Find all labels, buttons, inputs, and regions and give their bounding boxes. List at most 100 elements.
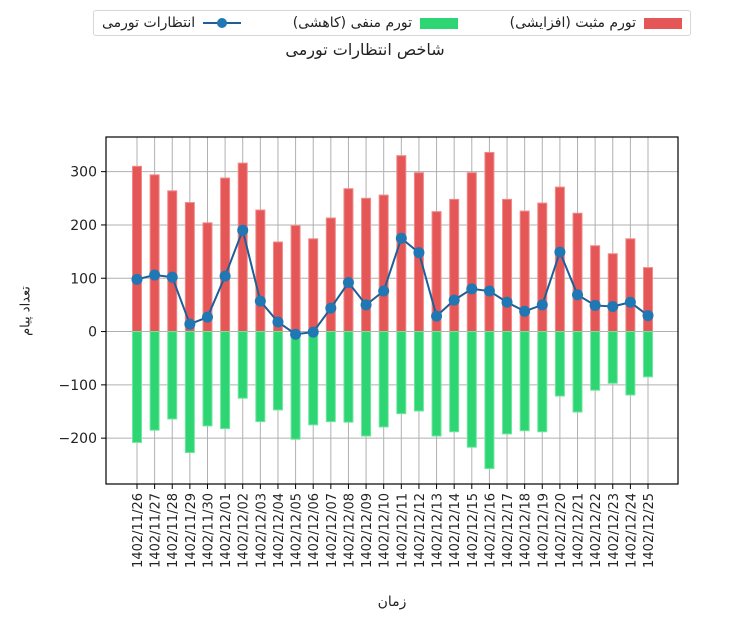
x-tick-label: 1402/12/07: [325, 493, 340, 568]
negative-bar: [272, 331, 283, 411]
positive-bar: [290, 224, 301, 333]
negative-bar: [625, 331, 636, 396]
negative-bar: [449, 331, 460, 433]
x-tick-label: 1402/12/24: [624, 493, 639, 568]
y-axis-label: تعداد پیام: [18, 286, 34, 336]
line-marker: [589, 299, 601, 311]
x-tick-label: 1402/12/17: [501, 493, 516, 568]
x-tick-label: 1402/12/25: [642, 493, 657, 568]
negative-bar: [361, 331, 372, 437]
x-tick-label: 1402/12/11: [395, 493, 410, 568]
x-tick-label: 1402/12/09: [360, 493, 375, 568]
line-marker-icon: [203, 17, 242, 29]
positive-bar: [502, 198, 513, 333]
negative-swatch-icon: [420, 17, 459, 29]
y-tick-label: 200: [70, 218, 97, 234]
negative-bar: [413, 331, 424, 412]
positive-bar: [537, 202, 548, 333]
line-marker: [501, 296, 513, 308]
negative-bar: [308, 331, 319, 426]
x-axis-label: زمان: [377, 594, 407, 610]
line-marker: [642, 310, 654, 322]
x-tick-label: 1402/11/29: [184, 493, 199, 568]
negative-bar: [378, 331, 389, 428]
negative-bar: [149, 331, 160, 431]
x-tick-label: 1402/12/03: [254, 493, 269, 568]
expectations-line: [136, 226, 649, 336]
line-marker: [272, 316, 284, 328]
y-tick-label: 300: [70, 165, 97, 181]
line-marker: [201, 311, 213, 323]
negative-bar: [607, 331, 618, 384]
negative-bar: [431, 331, 442, 437]
negative-bar: [466, 331, 477, 448]
positive-bar: [361, 197, 372, 333]
line-marker: [378, 285, 390, 297]
negative-bar: [255, 331, 266, 423]
negative-bar: [396, 331, 407, 415]
legend-item-expectations: انتظارات تورمی: [102, 15, 242, 31]
line-marker: [237, 224, 249, 236]
positive-bar: [325, 217, 336, 333]
line-marker: [342, 277, 354, 289]
line-marker: [166, 271, 178, 283]
negative-bar: [220, 331, 231, 430]
line-marker: [184, 318, 196, 330]
positive-swatch-icon: [643, 17, 682, 29]
positive-bar: [184, 202, 195, 333]
line-marker: [360, 299, 372, 311]
x-tick-label: 1402/12/14: [448, 493, 463, 568]
line-marker: [413, 247, 425, 259]
positive-bar: [378, 194, 389, 333]
line-marker: [325, 302, 337, 314]
legend-label-expectations: انتظارات تورمی: [102, 15, 196, 31]
line-marker: [572, 289, 584, 301]
plot-frame: [105, 136, 679, 485]
negative-bar: [643, 331, 653, 378]
x-tick-label: 1402/12/20: [554, 493, 569, 568]
positive-bar: [220, 177, 231, 333]
line-markers: [131, 224, 654, 340]
negative-bar: [184, 331, 195, 454]
line-marker: [607, 301, 619, 313]
x-tick-label: 1402/12/16: [483, 493, 498, 568]
x-tick-label: 1402/12/01: [219, 493, 234, 568]
negative-bar: [290, 331, 301, 440]
positive-bar: [167, 190, 178, 333]
positive-bar: [466, 172, 477, 333]
line-marker: [519, 305, 531, 317]
x-tick-label: 1402/12/04: [272, 493, 287, 568]
positive-bar: [449, 198, 460, 333]
x-tick-label: 1402/12/15: [466, 493, 481, 568]
legend-label-positive: تورم مثبت (افزایشی): [509, 15, 636, 31]
y-tick-label: 0: [88, 325, 97, 341]
x-tick-label: 1402/12/12: [413, 493, 428, 568]
x-tick-label: 1402/11/27: [149, 493, 164, 568]
positive-bar: [590, 245, 601, 333]
positive-bar: [607, 253, 618, 333]
positive-bar: [484, 151, 495, 333]
positive-bar: [149, 174, 160, 333]
x-tick-label: 1402/11/30: [201, 493, 216, 568]
x-tick-label: 1402/12/05: [290, 493, 305, 568]
negative-bar: [519, 331, 530, 432]
legend: تورم مثبت (افزایشی) تورم منفی (کاهشی) ان…: [93, 10, 691, 36]
bars: [132, 151, 653, 470]
positive-bar: [237, 162, 248, 333]
legend-item-positive: تورم مثبت (افزایشی): [510, 15, 682, 31]
y-tick-label: −200: [59, 431, 97, 447]
x-tick-label: 1402/12/13: [431, 493, 446, 568]
x-tick-label: 1402/12/19: [536, 493, 551, 568]
negative-bar: [237, 331, 248, 399]
line-marker: [483, 285, 495, 297]
chart-title: شاخص انتظارات تورمی: [285, 40, 445, 59]
y-axis: −200 −100 0 100 200 300: [59, 165, 106, 447]
x-tick-label: 1402/12/08: [342, 493, 357, 568]
x-tick-label: 1402/12/21: [572, 493, 587, 568]
line-marker: [624, 296, 636, 308]
negative-bar: [167, 331, 178, 420]
negative-bar: [132, 331, 142, 443]
positive-bar: [132, 165, 142, 333]
line-marker: [131, 273, 143, 285]
